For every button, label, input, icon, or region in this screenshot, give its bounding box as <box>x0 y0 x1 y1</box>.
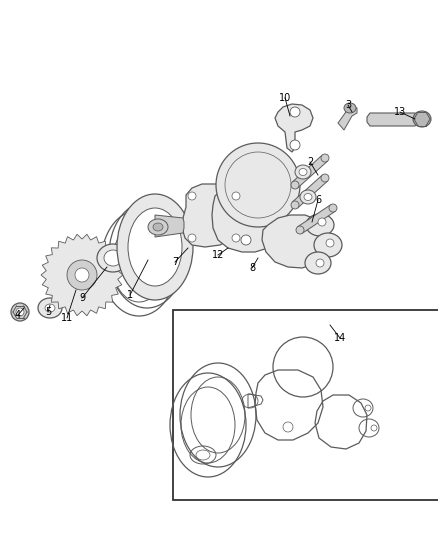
Ellipse shape <box>321 154 329 162</box>
Text: 12: 12 <box>212 250 224 260</box>
Text: 10: 10 <box>279 93 291 103</box>
Ellipse shape <box>128 208 182 286</box>
Bar <box>173 310 438 500</box>
Circle shape <box>67 260 97 290</box>
Ellipse shape <box>413 111 431 127</box>
Ellipse shape <box>148 219 168 235</box>
Polygon shape <box>275 104 313 152</box>
Polygon shape <box>182 184 243 247</box>
Circle shape <box>188 192 196 200</box>
Ellipse shape <box>11 303 29 321</box>
Polygon shape <box>338 106 357 130</box>
Ellipse shape <box>299 168 307 175</box>
Ellipse shape <box>321 174 329 182</box>
Text: 6: 6 <box>315 195 321 205</box>
Polygon shape <box>262 215 328 268</box>
Ellipse shape <box>216 143 300 227</box>
Circle shape <box>316 259 324 267</box>
Circle shape <box>16 308 24 316</box>
Ellipse shape <box>306 214 334 236</box>
Text: 2: 2 <box>307 157 313 167</box>
Text: 11: 11 <box>61 313 73 323</box>
Text: 4: 4 <box>15 310 21 320</box>
Ellipse shape <box>45 304 55 312</box>
Ellipse shape <box>296 226 304 234</box>
Circle shape <box>290 140 300 150</box>
Ellipse shape <box>38 298 62 318</box>
Circle shape <box>290 107 300 117</box>
Ellipse shape <box>291 181 299 189</box>
Ellipse shape <box>295 165 311 179</box>
Ellipse shape <box>117 194 193 300</box>
Circle shape <box>232 192 240 200</box>
Circle shape <box>318 218 326 226</box>
Circle shape <box>75 268 89 282</box>
Polygon shape <box>41 235 123 316</box>
Text: 1: 1 <box>127 290 133 300</box>
Ellipse shape <box>300 190 316 204</box>
Polygon shape <box>155 215 184 237</box>
Text: 9: 9 <box>79 293 85 303</box>
Polygon shape <box>292 175 328 208</box>
Circle shape <box>232 234 240 242</box>
Ellipse shape <box>153 223 163 231</box>
Ellipse shape <box>97 244 129 272</box>
Text: 8: 8 <box>249 263 255 273</box>
Polygon shape <box>298 205 335 233</box>
Ellipse shape <box>329 204 337 212</box>
Text: 7: 7 <box>172 257 178 267</box>
Ellipse shape <box>291 201 299 209</box>
Circle shape <box>46 239 118 311</box>
Text: 5: 5 <box>45 307 51 317</box>
Ellipse shape <box>104 250 122 266</box>
Ellipse shape <box>305 252 331 274</box>
Ellipse shape <box>344 103 356 113</box>
Ellipse shape <box>304 193 312 200</box>
Text: 13: 13 <box>394 107 406 117</box>
Polygon shape <box>212 185 286 252</box>
Circle shape <box>326 239 334 247</box>
Circle shape <box>241 235 251 245</box>
Text: 14: 14 <box>334 333 346 343</box>
Polygon shape <box>367 113 418 126</box>
Polygon shape <box>292 155 328 188</box>
Circle shape <box>188 234 196 242</box>
Text: 3: 3 <box>345 100 351 110</box>
Ellipse shape <box>314 233 342 257</box>
